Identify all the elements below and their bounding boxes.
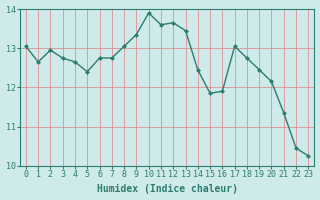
X-axis label: Humidex (Indice chaleur): Humidex (Indice chaleur) — [97, 184, 237, 194]
